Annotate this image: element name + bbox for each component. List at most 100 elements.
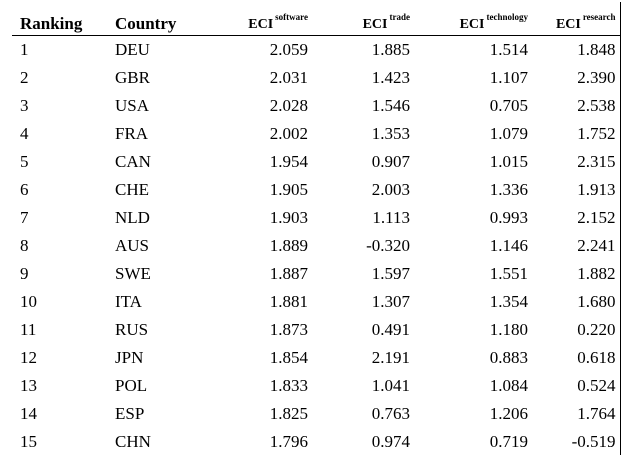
table-row: 10 ITA 1.881 1.307 1.354 1.680 (12, 287, 621, 315)
cell-eci-technology: 1.084 (489, 375, 528, 395)
cell-country: GBR (115, 67, 150, 87)
cell-eci-software: 1.881 (269, 291, 308, 311)
table-row: 8 AUS 1.889 -0.320 1.146 2.241 (12, 231, 621, 259)
cell-country: POL (115, 375, 148, 395)
cell-country: CAN (115, 151, 151, 171)
table-row: 14 ESP 1.825 0.763 1.206 1.764 (12, 399, 621, 427)
cell-eci-trade: 0.763 (371, 403, 410, 423)
eci-ranking-table: Ranking Country ECI software ECI trade ECI… (12, 2, 621, 455)
header-software-superscript: software (275, 11, 308, 22)
cell-rank: 8 (20, 235, 29, 255)
cell-eci-technology: 0.719 (489, 431, 528, 451)
cell-eci-trade: 0.974 (371, 431, 410, 451)
table-row: 7 NLD 1.903 1.113 0.993 2.152 (12, 203, 621, 231)
cell-eci-research: 1.680 (532, 287, 621, 315)
header-eci-research: ECI research (532, 2, 621, 36)
cell-eci-trade: 1.041 (371, 375, 410, 395)
cell-eci-research: 0.524 (532, 371, 621, 399)
header-eci-label: ECI (248, 16, 274, 32)
cell-eci-research: 1.752 (532, 119, 621, 147)
table-row: 3 USA 2.028 1.546 0.705 2.538 (12, 91, 621, 119)
cell-rank: 6 (20, 179, 29, 199)
cell-eci-software: 1.833 (269, 375, 308, 395)
cell-eci-technology: 1.107 (489, 67, 528, 87)
cell-eci-trade: 1.885 (371, 39, 410, 59)
cell-eci-research: 0.220 (532, 315, 621, 343)
cell-eci-research: 2.152 (532, 203, 621, 231)
table-header: Ranking Country ECI software ECI trade ECI… (12, 2, 621, 36)
cell-eci-software: 1.796 (269, 431, 308, 451)
cell-eci-trade: 0.907 (371, 151, 410, 171)
cell-eci-software: 2.002 (269, 123, 308, 143)
header-eci-software: ECI software (210, 2, 312, 36)
cell-eci-trade: 1.423 (371, 67, 410, 87)
cell-eci-technology: 1.551 (489, 263, 528, 283)
header-row: Ranking Country ECI software ECI trade ECI… (12, 2, 621, 36)
cell-eci-research: 1.913 (532, 175, 621, 203)
table-row: 13 POL 1.833 1.041 1.084 0.524 (12, 371, 621, 399)
cell-rank: 9 (20, 263, 29, 283)
table-row: 12 JPN 1.854 2.191 0.883 0.618 (12, 343, 621, 371)
cell-eci-technology: 1.015 (489, 151, 528, 171)
cell-eci-software: 1.825 (269, 403, 308, 423)
table-row: 6 CHE 1.905 2.003 1.336 1.913 (12, 175, 621, 203)
cell-country: DEU (115, 39, 150, 59)
cell-eci-trade: 1.546 (371, 95, 410, 115)
header-trade-superscript: trade (389, 11, 411, 22)
cell-eci-technology: 0.993 (489, 207, 528, 227)
cell-country: NLD (115, 207, 150, 227)
cell-country: AUS (115, 235, 150, 255)
cell-rank: 1 (20, 39, 29, 59)
header-eci-label: ECI (459, 16, 485, 32)
cell-eci-software: 1.889 (269, 235, 308, 255)
header-eci-label: ECI (555, 16, 581, 32)
cell-eci-trade: 2.191 (371, 347, 410, 367)
cell-rank: 11 (20, 319, 37, 339)
cell-eci-software: 2.059 (269, 39, 308, 59)
cell-eci-research: -0.519 (532, 427, 621, 455)
cell-eci-research: 1.764 (532, 399, 621, 427)
header-country: Country (111, 2, 210, 36)
cell-rank: 12 (20, 347, 37, 367)
cell-eci-research: 1.848 (532, 35, 621, 63)
cell-eci-technology: 1.336 (489, 179, 528, 199)
cell-eci-technology: 1.206 (489, 403, 528, 423)
header-technology-superscript: technology (486, 11, 529, 22)
cell-country: ITA (115, 291, 142, 311)
header-eci-trade: ECI trade (312, 2, 414, 36)
header-ranking: Ranking (12, 2, 111, 36)
cell-eci-software: 1.954 (269, 151, 308, 171)
cell-eci-trade: 1.597 (371, 263, 410, 283)
cell-eci-technology: 1.514 (489, 39, 528, 59)
cell-eci-technology: 1.354 (489, 291, 528, 311)
cell-eci-research: 0.618 (532, 343, 621, 371)
cell-eci-technology: 1.180 (489, 319, 528, 339)
cell-eci-software: 1.905 (269, 179, 308, 199)
cell-eci-technology: 1.079 (489, 123, 528, 143)
cell-eci-trade: 0.491 (371, 319, 410, 339)
cell-country: FRA (115, 123, 149, 143)
table-row: 15 CHN 1.796 0.974 0.719 -0.519 (12, 427, 621, 455)
table-row: 11 RUS 1.873 0.491 1.180 0.220 (12, 315, 621, 343)
cell-eci-software: 2.028 (269, 95, 308, 115)
table-row: 1 DEU 2.059 1.885 1.514 1.848 (12, 35, 621, 63)
cell-eci-trade: 1.307 (371, 291, 410, 311)
cell-eci-software: 1.873 (269, 319, 308, 339)
cell-country: CHN (115, 431, 151, 451)
cell-eci-research: 2.390 (532, 63, 621, 91)
cell-rank: 3 (20, 95, 29, 115)
header-eci-technology: ECI technology (414, 2, 532, 36)
cell-eci-software: 1.887 (269, 263, 308, 283)
table-row: 2 GBR 2.031 1.423 1.107 2.390 (12, 63, 621, 91)
header-research-superscript: research (582, 11, 616, 22)
cell-country: CHE (115, 179, 149, 199)
cell-eci-research: 2.315 (532, 147, 621, 175)
cell-country: RUS (115, 319, 149, 339)
table-row: 5 CAN 1.954 0.907 1.015 2.315 (12, 147, 621, 175)
cell-rank: 2 (20, 67, 29, 87)
cell-rank: 4 (20, 123, 29, 143)
cell-rank: 14 (20, 403, 37, 423)
cell-rank: 13 (20, 375, 37, 395)
cell-eci-software: 2.031 (269, 67, 308, 87)
cell-eci-research: 1.882 (532, 259, 621, 287)
